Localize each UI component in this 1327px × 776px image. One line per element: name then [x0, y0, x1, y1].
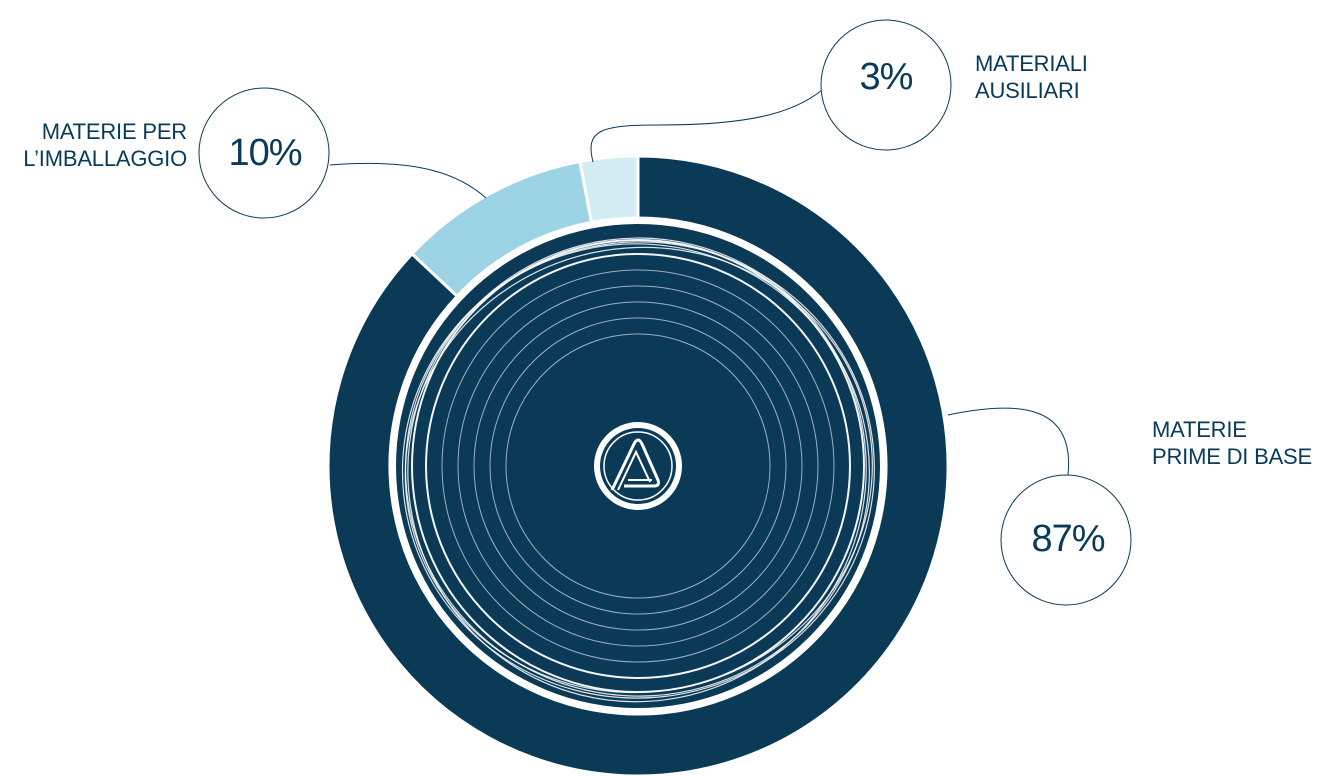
value-bubble: [820, 19, 952, 151]
label-line: MATERIALI: [975, 51, 1088, 76]
label-ausiliari: MATERIALI AUSILIARI: [975, 50, 1088, 104]
decorative-swirl: [404, 246, 873, 694]
decorative-ring: [441, 269, 835, 663]
label-line: MATERIE PER: [41, 119, 188, 144]
brand-logo-icon: [594, 422, 682, 510]
decorative-ring: [473, 301, 803, 631]
decorative-ring: [489, 317, 787, 615]
donut-segment: [578, 154, 640, 225]
label-line: L’IMBALLAGGIO: [23, 146, 187, 171]
decorative-swirl: [407, 237, 867, 703]
value-87: 87%: [1031, 518, 1105, 560]
label-line: PRIME DI BASE: [1152, 444, 1312, 469]
decorative-ring: [457, 285, 819, 647]
value-3: 3%: [859, 56, 914, 98]
label-imballaggio: MATERIE PER L’IMBALLAGGIO: [23, 118, 187, 172]
decorative-swirl: [404, 243, 870, 697]
decorative-ring: [425, 253, 851, 679]
value-bubble: [198, 87, 330, 219]
value-10: 10%: [228, 132, 302, 174]
value-bubbles: [198, 19, 1132, 606]
value-bubble: [1000, 474, 1132, 606]
label-materie-prime: MATERIE PRIME DI BASE: [1152, 416, 1312, 470]
label-line: MATERIE: [1152, 417, 1247, 442]
connectors: [329, 84, 1070, 476]
connector-line: [329, 162, 487, 199]
label-line: AUSILIARI: [975, 78, 1080, 103]
connector-line: [590, 84, 829, 163]
decorative-ring: [505, 333, 771, 599]
decorative-rings: [401, 237, 875, 703]
decorative-swirl: [401, 241, 875, 699]
connector-line: [947, 407, 1070, 476]
